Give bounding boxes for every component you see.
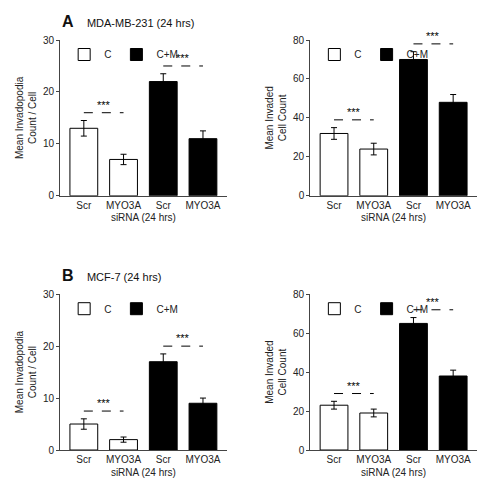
svg-text:20: 20 [293,151,305,162]
svg-text:MYO3A: MYO3A [356,200,391,211]
svg-text:siRNA (24 hrs): siRNA (24 hrs) [361,212,426,223]
svg-text:MYO3A: MYO3A [185,200,220,211]
svg-text:***: *** [97,99,111,111]
svg-text:80: 80 [293,289,305,300]
svg-text:Scr: Scr [156,454,172,465]
svg-text:Scr: Scr [406,200,422,211]
svg-text:B MCF-7 (24 hrs): B MCF-7 (24 hrs) [62,267,161,284]
svg-text:Scr: Scr [327,454,343,465]
svg-text:***: *** [347,380,361,392]
svg-text:Scr: Scr [156,200,172,211]
svg-text:0: 0 [299,445,305,456]
svg-text:80: 80 [293,35,305,46]
svg-text:0: 0 [48,445,54,456]
svg-text:Mean InvadedCell Count: Mean InvadedCell Count [264,340,288,403]
svg-text:C: C [354,304,361,315]
svg-text:60: 60 [293,73,305,84]
svg-text:siRNA (24 hrs): siRNA (24 hrs) [111,212,176,223]
svg-text:C: C [354,49,361,60]
svg-text:***: *** [176,52,190,64]
svg-text:20: 20 [293,406,305,417]
svg-text:MYO3A: MYO3A [356,454,391,465]
svg-text:Scr: Scr [76,200,92,211]
svg-text:30: 30 [43,289,55,300]
svg-text:C+M: C+M [156,49,177,60]
svg-text:Scr: Scr [327,200,343,211]
svg-text:MYO3A: MYO3A [106,454,141,465]
svg-text:MYO3A: MYO3A [106,200,141,211]
svg-text:C: C [104,304,111,315]
svg-text:Mean InvadopodiaCount / Cell: Mean InvadopodiaCount / Cell [14,331,38,414]
svg-text:60: 60 [293,328,305,339]
svg-text:40: 40 [293,112,305,123]
svg-text:C: C [104,49,111,60]
svg-text:***: *** [347,106,361,118]
svg-text:siRNA (24 hrs): siRNA (24 hrs) [111,467,176,478]
svg-text:0: 0 [48,190,54,201]
svg-text:20: 20 [43,341,55,352]
svg-text:C+M: C+M [156,304,177,315]
svg-text:40: 40 [293,367,305,378]
svg-text:C+M: C+M [407,49,428,60]
svg-text:Mean InvadopodiaCount / Cell: Mean InvadopodiaCount / Cell [14,76,38,159]
svg-text:***: *** [97,397,111,409]
svg-text:Scr: Scr [76,454,92,465]
svg-text:MYO3A: MYO3A [436,454,471,465]
svg-text:30: 30 [43,35,55,46]
svg-text:20: 20 [43,86,55,97]
svg-text:MYO3A: MYO3A [185,454,220,465]
svg-text:***: *** [426,30,440,42]
svg-text:***: *** [176,332,190,344]
svg-text:10: 10 [43,393,55,404]
svg-text:0: 0 [299,190,305,201]
svg-text:10: 10 [43,138,55,149]
svg-text:Mean InvadedCell Count: Mean InvadedCell Count [264,86,288,149]
svg-text:***: *** [426,296,440,308]
svg-text:C+M: C+M [407,304,428,315]
svg-text:MYO3A: MYO3A [436,200,471,211]
svg-text:A MDA-MB-231 (24 hrs): A MDA-MB-231 (24 hrs) [62,13,194,30]
svg-text:siRNA (24 hrs): siRNA (24 hrs) [361,467,426,478]
svg-text:Scr: Scr [406,454,422,465]
